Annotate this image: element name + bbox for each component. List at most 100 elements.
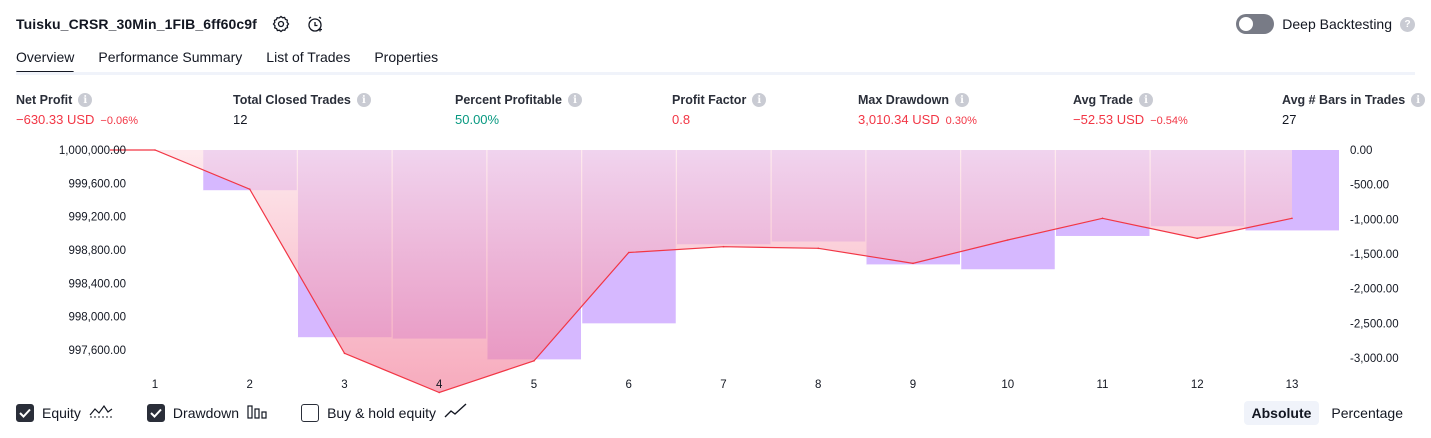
metric-label: Avg # Bars in Trades: [1282, 93, 1406, 107]
metric-label: Percent Profitable: [455, 93, 562, 107]
legend-label: Equity: [42, 404, 81, 421]
deep-backtesting-toggle[interactable]: [1236, 14, 1275, 34]
left-axis-tick-label: 997,600.00: [68, 345, 126, 357]
metric-value: −52.53 USD: [1073, 112, 1145, 127]
help-icon[interactable]: ?: [1400, 16, 1415, 32]
metric-label: Avg Trade: [1073, 93, 1133, 107]
equity-point: [1291, 217, 1293, 220]
equity-point: [627, 251, 630, 254]
metric-value: 50.00%: [455, 112, 500, 127]
x-axis-tick-label: 11: [1097, 379, 1109, 391]
metric-value: 3,010.34 USD: [858, 112, 940, 127]
x-axis-tick-label: 12: [1191, 379, 1204, 391]
equity-point: [1006, 239, 1009, 241]
settings-icon[interactable]: [271, 14, 291, 34]
equity-drawdown-chart[interactable]: 1,000,000.00 999,600.00 999,200.00 998,800.…: [0, 140, 1431, 396]
right-axis-tick-label: -1,000.00: [1350, 214, 1399, 226]
info-icon[interactable]: i: [78, 93, 93, 107]
drawdown-checkbox[interactable]: [146, 403, 165, 422]
x-axis-tick-label: 1: [152, 379, 158, 391]
metric-value: −630.33 USD: [16, 112, 95, 127]
metric-profit-factor: Profit Factor i 0.8: [672, 93, 767, 127]
chart-legend: Equity Drawdown Buy & hold equity: [16, 403, 502, 422]
report-tabs: Overview Performance Summary List of Tra…: [16, 46, 438, 74]
legend-equity[interactable]: Equity: [16, 403, 113, 422]
tab-overview[interactable]: Overview: [16, 46, 75, 74]
equity-point: [248, 188, 251, 190]
info-icon[interactable]: i: [955, 93, 969, 107]
left-axis-tick-label: 998,000.00: [68, 312, 126, 324]
metric-label: Max Drawdown: [858, 93, 949, 107]
x-axis-tick-label: 2: [247, 379, 253, 391]
tabs-divider: [16, 72, 1415, 75]
right-axis-tick-label: -2,000.00: [1350, 284, 1399, 296]
metric-total-closed-trades: Total Closed Trades i 12: [233, 93, 371, 127]
metric-value: 12: [233, 112, 248, 127]
equity-point: [343, 352, 346, 355]
info-icon[interactable]: i: [567, 93, 582, 107]
metric-max-drawdown: Max Drawdown i 3,010.34 USD 0.30%: [858, 93, 977, 127]
equity-point: [438, 391, 441, 394]
metric-label: Net Profit: [16, 93, 73, 107]
x-axis-tick-label: 6: [626, 379, 632, 391]
equity-area: [110, 150, 1292, 393]
drawdown-bars-icon: [247, 403, 267, 422]
info-icon[interactable]: i: [356, 93, 371, 107]
tab-performance-summary[interactable]: Performance Summary: [98, 49, 243, 65]
legend-drawdown[interactable]: Drawdown: [146, 403, 267, 422]
legend-buy-hold-equity[interactable]: Buy & hold equity: [301, 403, 468, 422]
buy-hold-line-icon: [444, 403, 468, 422]
equity-checkbox[interactable]: [16, 403, 34, 422]
legend-label: Drawdown: [172, 404, 240, 421]
metric-net-profit: Net Profit i −630.33 USD −0.06%: [16, 93, 138, 127]
x-axis-tick-label: 4: [436, 379, 443, 391]
equity-point: [1196, 237, 1199, 240]
info-icon[interactable]: i: [1411, 93, 1426, 107]
x-axis-tick-label: 3: [341, 379, 347, 391]
scale-mode-switch: Absolute Percentage: [1243, 401, 1412, 425]
left-axis-tick-label: 999,600.00: [68, 178, 126, 190]
tab-properties[interactable]: Properties: [374, 49, 439, 65]
legend-label: Buy & hold equity: [327, 404, 437, 421]
x-axis-tick-label: 7: [720, 379, 726, 391]
metric-value: 0.8: [672, 112, 691, 127]
add-alert-icon[interactable]: [305, 14, 325, 34]
equity-line: [110, 149, 1293, 394]
right-axis-tick-label: -1,500.00: [1350, 249, 1399, 261]
mode-percentage[interactable]: Percentage: [1331, 405, 1403, 421]
buy-hold-checkbox[interactable]: [301, 403, 320, 422]
right-axis-tick-label: -3,000.00: [1350, 353, 1399, 365]
equity-point: [533, 360, 535, 362]
equity-point: [1101, 217, 1104, 220]
tab-list-of-trades[interactable]: List of Trades: [266, 49, 351, 65]
metric-label: Profit Factor: [672, 93, 747, 107]
x-axis-tick-label: 5: [531, 379, 537, 391]
right-axis-tick-label: -500.00: [1350, 180, 1389, 192]
equity-point: [722, 245, 725, 248]
left-axis-tick-label: 998,800.00: [68, 245, 126, 257]
deep-backtesting-control: Deep Backtesting ?: [1236, 12, 1415, 36]
info-icon[interactable]: i: [1138, 93, 1153, 107]
right-axis-tick-label: 0.00: [1350, 145, 1372, 157]
metric-percent: −0.06%: [100, 115, 139, 127]
metric-avg-bars-in-trades: Avg # Bars in Trades i 27: [1282, 93, 1426, 127]
left-axis-tick-label: 998,400.00: [68, 278, 126, 290]
x-axis-tick-label: 9: [910, 379, 916, 391]
x-axis-tick-label: 8: [815, 379, 821, 391]
metric-percent-profitable: Percent Profitable i 50.00%: [455, 93, 582, 127]
equity-point: [154, 149, 156, 151]
equity-point: [912, 262, 914, 265]
deep-backtesting-label: Deep Backtesting: [1282, 16, 1392, 32]
strategy-name: Tuisku_CRSR_30Min_1FIB_6ff60c9f: [16, 16, 257, 32]
equity-line-icon: [89, 403, 113, 422]
metric-percent: 0.30%: [945, 115, 977, 127]
info-icon[interactable]: i: [752, 93, 767, 107]
mode-absolute[interactable]: Absolute: [1243, 401, 1320, 425]
left-axis-tick-label: 999,200.00: [68, 212, 126, 224]
metric-label: Total Closed Trades: [233, 93, 351, 107]
x-axis-tick-label: 13: [1286, 379, 1299, 391]
left-axis-tick-label: 1,000,000.00: [59, 145, 126, 157]
equity-point: [817, 247, 820, 250]
strategy-title-row: Tuisku_CRSR_30Min_1FIB_6ff60c9f: [16, 12, 325, 36]
metric-percent: −0.54%: [1150, 115, 1188, 127]
